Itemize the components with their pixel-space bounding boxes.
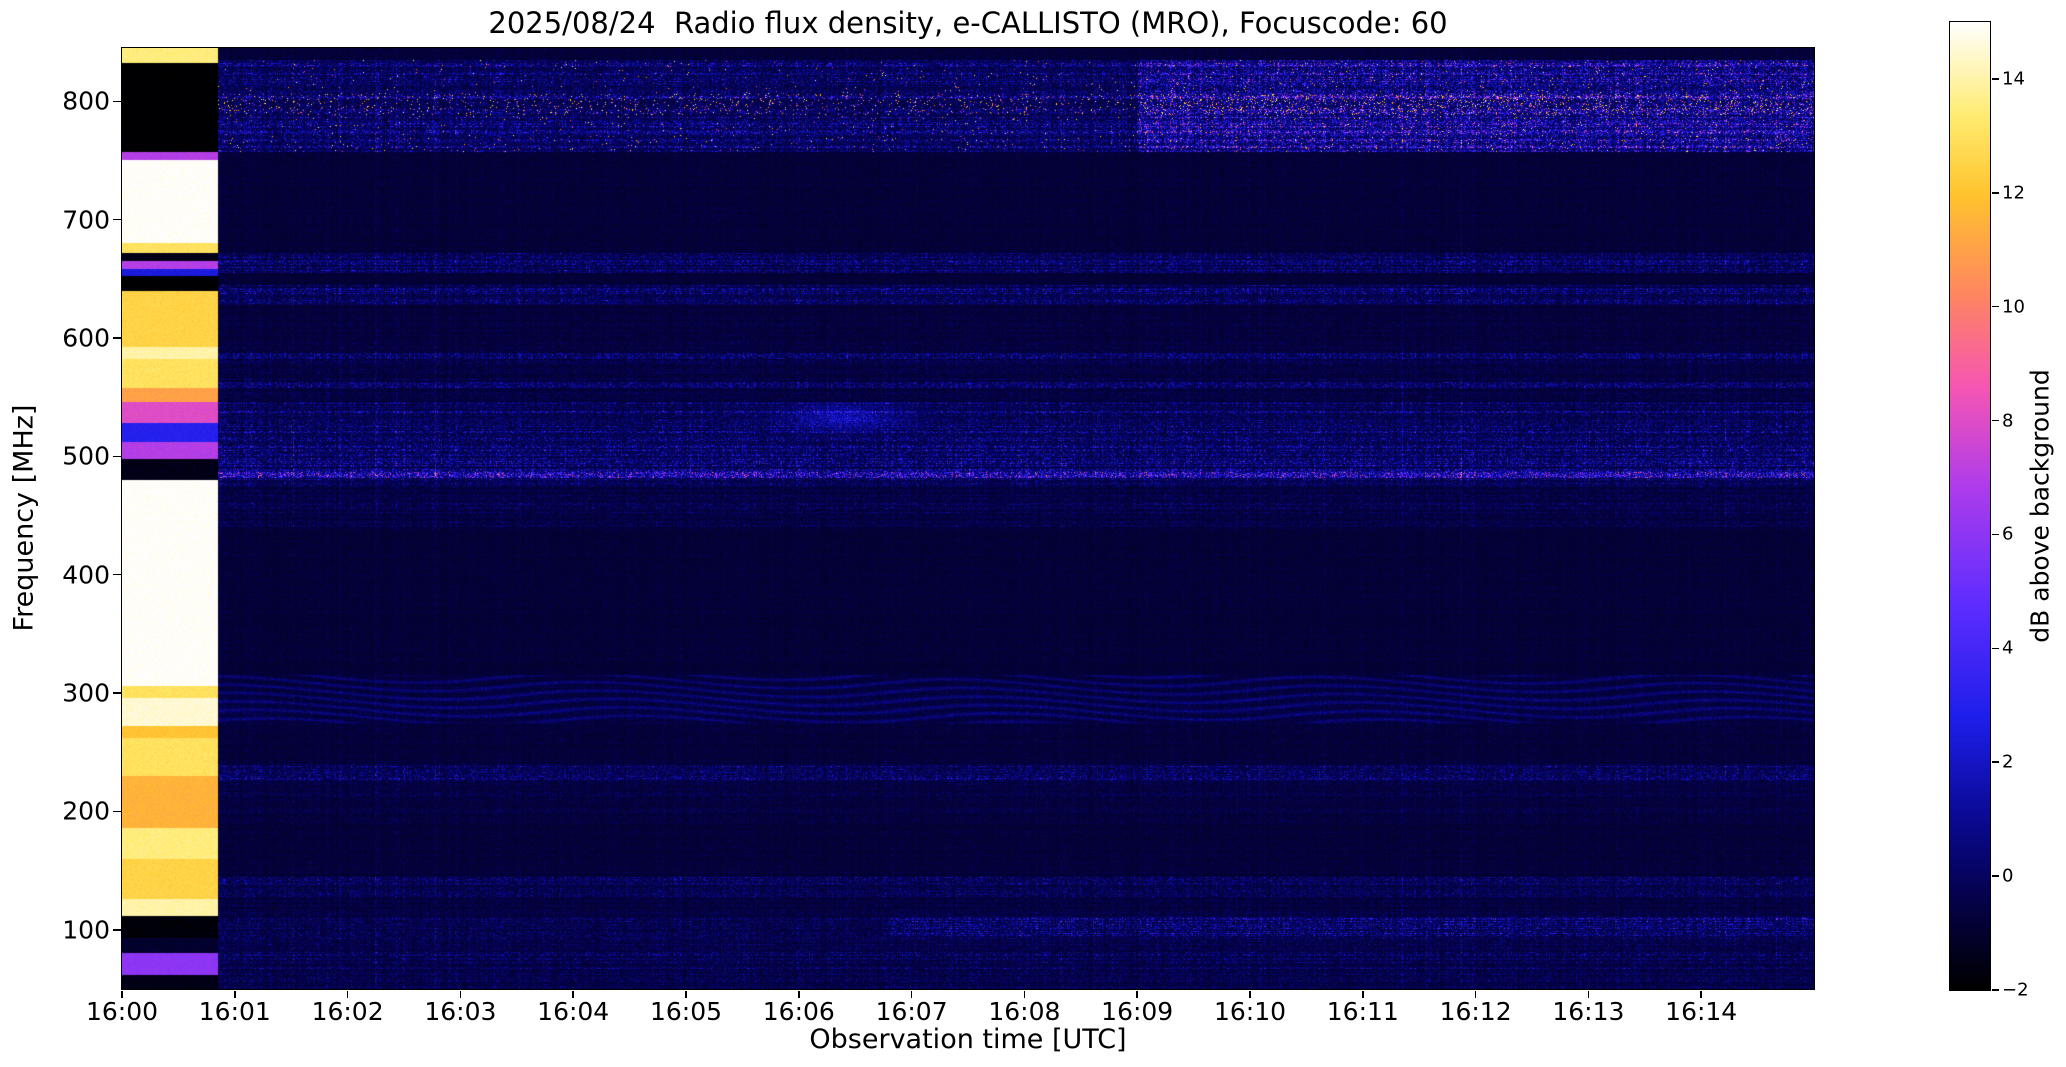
- x-tick-mark: [685, 990, 687, 998]
- y-tick-mark: [112, 100, 121, 102]
- y-tick-label: 200: [62, 796, 110, 826]
- x-tick-mark: [1587, 990, 1590, 998]
- x-tick-mark: [459, 990, 462, 998]
- x-tick-label: 16:06: [762, 997, 835, 1026]
- x-tick-mark: [346, 990, 349, 998]
- colorbar-tick-label: 2: [2002, 751, 2014, 773]
- x-tick-label: 16:02: [311, 997, 384, 1026]
- y-tick-mark: [112, 573, 121, 576]
- colorbar-tick-mark: [1991, 989, 1999, 991]
- x-tick-mark: [798, 990, 800, 998]
- x-tick-label: 16:03: [424, 997, 497, 1026]
- x-tick-label: 16:05: [649, 997, 723, 1026]
- x-tick-label: 16:13: [1552, 997, 1625, 1026]
- y-tick-mark: [112, 337, 121, 339]
- y-axis-label: Frequency [MHz]: [8, 404, 40, 632]
- x-tick-mark: [1249, 990, 1251, 998]
- colorbar-tick-label: 0: [2002, 865, 2014, 887]
- x-tick-label: 16:01: [198, 997, 271, 1026]
- colorbar-tick-label: 4: [2002, 637, 2014, 659]
- x-tick-mark: [1700, 990, 1702, 998]
- colorbar: [1948, 20, 1991, 991]
- colorbar-tick-mark: [1991, 192, 1999, 194]
- spectrogram-plot-area: [120, 46, 1815, 990]
- y-tick-mark: [112, 218, 121, 221]
- x-tick-label: 16:09: [1101, 997, 1174, 1026]
- x-tick-label: 16:08: [988, 997, 1061, 1026]
- x-tick-mark: [1023, 990, 1026, 998]
- x-tick-mark: [1136, 990, 1138, 998]
- x-tick-label: 16:07: [875, 997, 948, 1026]
- x-tick-mark: [121, 990, 123, 998]
- y-tick-mark: [112, 455, 121, 458]
- colorbar-tick-mark: [1991, 875, 1999, 877]
- y-tick-label: 100: [62, 915, 110, 945]
- y-tick-label: 600: [62, 323, 110, 353]
- colorbar-tick-label: 10: [2002, 296, 2025, 318]
- y-tick-label: 300: [62, 678, 110, 708]
- y-tick-mark: [112, 810, 121, 813]
- colorbar-tick-label: 12: [2002, 182, 2025, 204]
- x-tick-label: 16:11: [1326, 997, 1399, 1026]
- x-tick-label: 16:14: [1665, 997, 1738, 1026]
- colorbar-tick-mark: [1991, 647, 1999, 650]
- x-tick-mark: [1362, 990, 1364, 998]
- y-tick-label: 700: [62, 205, 110, 235]
- spectrogram-canvas: [121, 47, 1814, 989]
- y-tick-mark: [112, 929, 121, 931]
- colorbar-tick-label: 8: [2002, 410, 2014, 432]
- colorbar-tick-mark: [1991, 761, 1999, 763]
- colorbar-tick-mark: [1991, 419, 1999, 422]
- y-tick-mark: [112, 692, 121, 694]
- x-tick-mark: [1474, 990, 1477, 998]
- chart-title: 2025/08/24 Radio flux density, e-CALLIST…: [488, 6, 1448, 40]
- colorbar-tick-mark: [1991, 533, 1999, 536]
- x-tick-label: 16:00: [85, 997, 159, 1026]
- colorbar-tick-label: 6: [2002, 523, 2014, 545]
- y-tick-label: 800: [62, 86, 110, 116]
- x-tick-mark: [572, 990, 574, 998]
- colorbar-canvas: [1949, 21, 1990, 990]
- colorbar-tick-mark: [1991, 78, 1999, 80]
- colorbar-tick-mark: [1991, 305, 1999, 308]
- colorbar-label: dB above background: [2025, 369, 2055, 643]
- x-tick-label: 16:10: [1213, 997, 1287, 1026]
- x-tick-mark: [910, 990, 913, 998]
- x-tick-mark: [234, 990, 236, 998]
- colorbar-tick-label: 14: [2002, 68, 2025, 90]
- colorbar-tick-label: −2: [2002, 979, 2029, 1001]
- x-tick-label: 16:12: [1439, 997, 1512, 1026]
- x-tick-label: 16:04: [537, 997, 610, 1026]
- x-axis-label: Observation time [UTC]: [809, 1024, 1127, 1055]
- y-tick-label: 500: [62, 441, 110, 471]
- y-tick-label: 400: [62, 560, 110, 590]
